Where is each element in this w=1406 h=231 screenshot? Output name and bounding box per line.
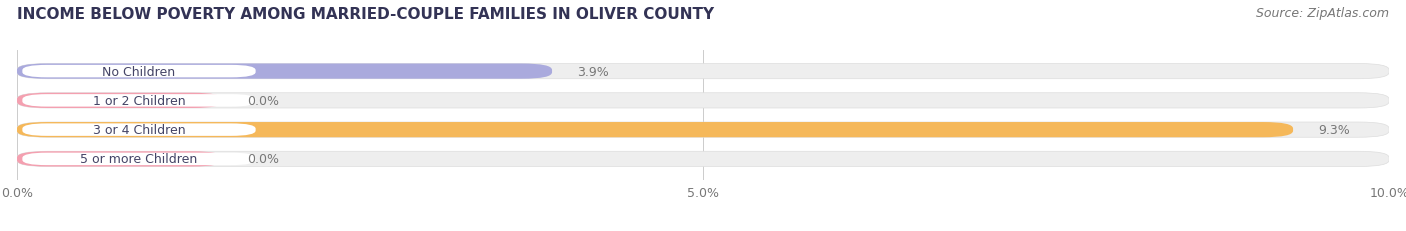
Text: 0.0%: 0.0% (247, 153, 280, 166)
FancyBboxPatch shape (17, 93, 222, 109)
Text: 0.0%: 0.0% (247, 94, 280, 107)
FancyBboxPatch shape (22, 66, 256, 78)
Text: 5 or more Children: 5 or more Children (80, 153, 198, 166)
Text: 3.9%: 3.9% (576, 65, 609, 78)
Text: No Children: No Children (103, 65, 176, 78)
Text: 1 or 2 Children: 1 or 2 Children (93, 94, 186, 107)
FancyBboxPatch shape (22, 153, 256, 165)
Text: 3 or 4 Children: 3 or 4 Children (93, 124, 186, 137)
FancyBboxPatch shape (17, 64, 553, 79)
FancyBboxPatch shape (17, 64, 1389, 79)
FancyBboxPatch shape (17, 122, 1389, 138)
FancyBboxPatch shape (17, 152, 1389, 167)
Text: INCOME BELOW POVERTY AMONG MARRIED-COUPLE FAMILIES IN OLIVER COUNTY: INCOME BELOW POVERTY AMONG MARRIED-COUPL… (17, 7, 714, 22)
FancyBboxPatch shape (22, 124, 256, 136)
FancyBboxPatch shape (17, 152, 222, 167)
FancyBboxPatch shape (22, 95, 256, 107)
FancyBboxPatch shape (17, 93, 1389, 109)
Text: Source: ZipAtlas.com: Source: ZipAtlas.com (1256, 7, 1389, 20)
Text: 9.3%: 9.3% (1317, 124, 1350, 137)
FancyBboxPatch shape (17, 122, 1294, 138)
